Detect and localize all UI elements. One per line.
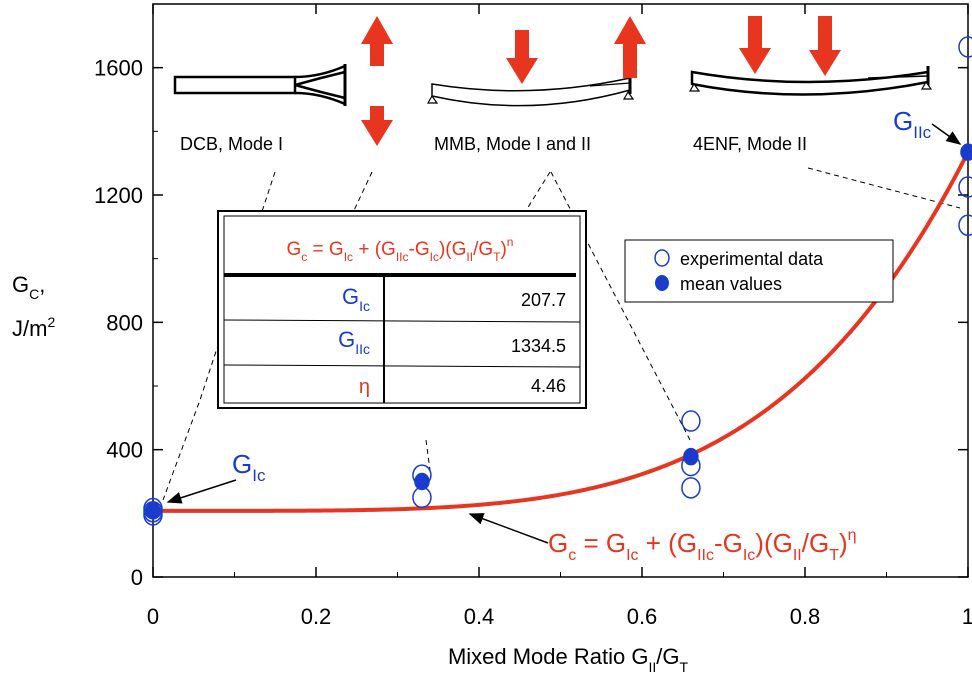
experimental-point xyxy=(681,477,701,499)
legend: experimental data mean values xyxy=(624,239,894,303)
enf-specimen-sketch xyxy=(688,16,933,96)
mmb-up-arrow xyxy=(614,16,646,78)
legend-filled-circle xyxy=(655,275,669,291)
x-tick-label: 1 xyxy=(962,604,972,629)
giic-label: GIIc xyxy=(893,106,932,142)
experimental-point xyxy=(958,214,972,236)
enf-right-arrow xyxy=(809,16,841,76)
y-tick-label: 0 xyxy=(131,565,143,590)
legend-open-circle xyxy=(654,249,670,267)
experimental-point xyxy=(958,176,972,198)
y-tick-label: 1600 xyxy=(94,56,143,81)
data-points xyxy=(143,36,972,526)
table-row-giic-label: GIIc xyxy=(338,327,370,357)
dcb-down-arrow xyxy=(361,106,393,146)
x-axis-label: Mixed Mode Ratio GII/GT xyxy=(448,644,689,675)
mmb-down-arrow xyxy=(506,30,538,84)
y-tick-label: 1200 xyxy=(94,183,143,208)
table-row-gic-label: GIc xyxy=(342,284,370,314)
mean-value-point xyxy=(145,502,161,520)
x-tick-label: 0.2 xyxy=(301,604,332,629)
y-tick-label: 400 xyxy=(106,438,143,463)
x-tick-label: 0.6 xyxy=(627,604,658,629)
mean-value-point xyxy=(683,447,699,466)
giic-arrow xyxy=(931,123,962,145)
mean-value-point xyxy=(414,472,430,491)
table-header-equation: Gc = GIc + (GIIc-GIc)(GII/GT)n xyxy=(287,235,514,264)
y-axis-unit: J/m2 xyxy=(12,314,55,341)
enf-caption: 4ENF, Mode II xyxy=(693,134,807,154)
dcb-up-arrow xyxy=(361,16,393,66)
table-row-eta-label: η xyxy=(359,376,370,398)
dcb-specimen-sketch xyxy=(173,16,393,146)
experimental-point xyxy=(412,486,432,509)
axis-ticks: 0 0.2 0.4 0.6 0.8 1 0 400 800 1200 1600 xyxy=(94,4,972,629)
gic-label: GIc xyxy=(232,449,266,485)
gic-arrow xyxy=(166,479,237,504)
legend-label-experimental: experimental data xyxy=(680,249,824,269)
x-tick-label: 0 xyxy=(147,604,159,629)
fit-curve xyxy=(153,151,970,513)
mmb-specimen-sketch xyxy=(426,16,646,107)
enf-left-arrow xyxy=(739,16,771,74)
x-tick-label: 0.8 xyxy=(790,604,821,629)
fit-equation: Gc = GIc + (GIIc-GIc)(GII/GT)η xyxy=(548,527,857,564)
y-axis-label: GC, xyxy=(12,272,45,302)
parameter-table: Gc = GIc + (GIIc-GIc)(GII/GT)n GIc 207.7… xyxy=(217,210,587,409)
dcb-caption: DCB, Mode I xyxy=(180,134,283,154)
mmb-caption: MMB, Mode I and II xyxy=(434,134,591,154)
equation-arrow xyxy=(468,513,549,544)
experimental-point xyxy=(958,36,972,58)
y-tick-label: 800 xyxy=(106,310,143,335)
experimental-point xyxy=(681,410,701,432)
table-row-eta-value: 4.46 xyxy=(531,376,566,396)
mean-value-point xyxy=(960,143,972,161)
table-row-giic-value: 1334.5 xyxy=(511,336,566,356)
x-tick-label: 0.4 xyxy=(464,604,495,629)
legend-label-mean: mean values xyxy=(680,274,782,294)
table-row-gic-value: 207.7 xyxy=(521,290,566,310)
